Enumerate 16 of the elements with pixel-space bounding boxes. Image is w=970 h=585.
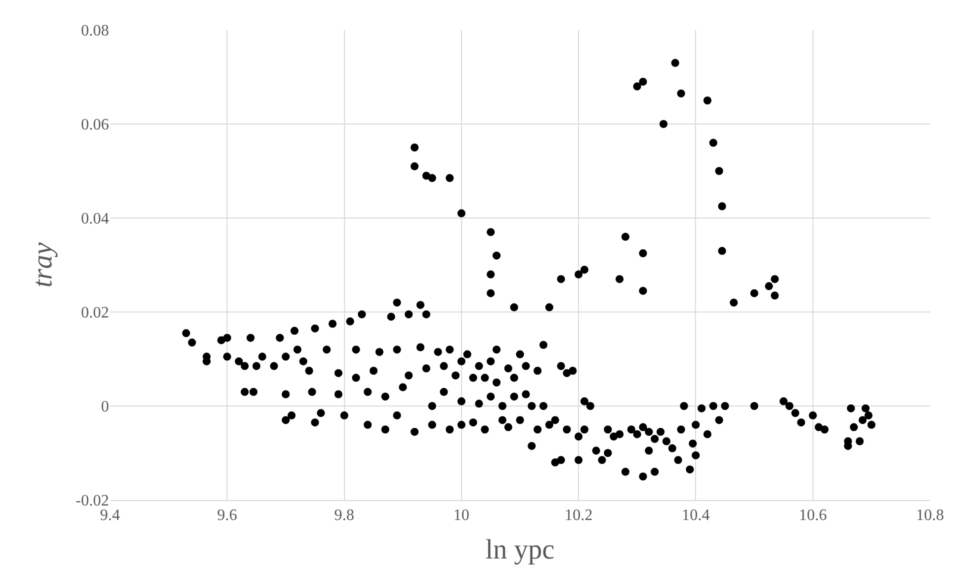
x-tick-label: 9.4 xyxy=(100,507,120,524)
x-axis-title: ln ypc xyxy=(485,534,555,566)
y-tick-label: 0 xyxy=(101,398,109,416)
y-tick-label: 0.08 xyxy=(81,22,109,40)
y-tick-label: -0.02 xyxy=(76,492,109,510)
x-tick-label: 9.8 xyxy=(334,507,354,524)
x-tick-label: 10.8 xyxy=(916,507,944,524)
y-tick-label: 0.04 xyxy=(81,210,109,228)
x-tick-label: 10 xyxy=(453,507,470,524)
x-tick-label: 10.6 xyxy=(798,507,827,524)
x-tick-label: 10.2 xyxy=(564,507,593,524)
y-tick-label: 0.06 xyxy=(81,116,109,134)
y-axis-title: tray xyxy=(27,242,58,288)
x-tick-label: 9.6 xyxy=(217,507,238,524)
y-tick-label: 0.02 xyxy=(81,304,109,322)
x-tick-label: 10.4 xyxy=(682,507,710,524)
